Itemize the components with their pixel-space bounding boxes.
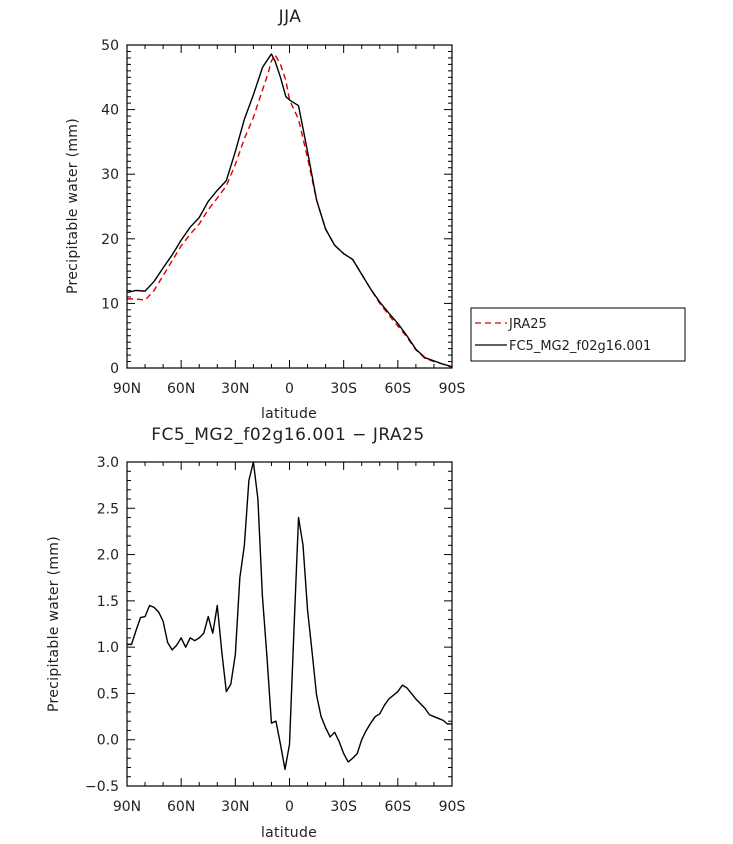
x-tick-label: 30N <box>221 381 249 397</box>
y-tick-label: 10 <box>101 296 119 312</box>
x-tick-label: 60S <box>384 799 411 815</box>
x-tick-label: 90N <box>113 799 141 815</box>
series-line <box>127 53 453 369</box>
bottom-chart-title: FC5_MG2_f02g16.001 − JRA25 <box>151 425 424 445</box>
top-x-tick-labels: 90N 60N 30N 0 30S 60S 90S <box>113 381 466 397</box>
bottom-panel: FC5_MG2_f02g16.001 − JRA25 90N 60N 30N 0 30S… <box>46 425 465 841</box>
legend-label-model: FC5_MG2_f02g16.001 <box>509 339 651 354</box>
y-tick-label: 0 <box>110 361 119 377</box>
bottom-x-tick-labels: 90N 60N 30N 0 30S 60S 90S <box>113 799 466 815</box>
y-tick-label: 1.0 <box>97 640 119 656</box>
top-chart-title: JJA <box>278 7 302 27</box>
y-tick-label: 50 <box>101 38 119 54</box>
y-tick-label: 2.5 <box>97 501 119 517</box>
y-tick-label: 30 <box>101 167 119 183</box>
series-line <box>126 53 453 368</box>
x-tick-label: 30S <box>330 799 357 815</box>
y-tick-label: −0.5 <box>85 779 119 795</box>
bottom-plot-frame <box>126 461 453 787</box>
top-x-axis-label: latitude <box>261 406 317 422</box>
x-tick-label: 30N <box>221 799 249 815</box>
x-tick-label: 60N <box>167 799 195 815</box>
legend: JRA25 FC5_MG2_f02g16.001 <box>470 307 686 362</box>
y-tick-label: 20 <box>101 232 119 248</box>
legend-label-jra25: JRA25 <box>508 317 547 332</box>
top-y-axis-label: Precipitable water (mm) <box>65 118 81 294</box>
bottom-axis-ticks <box>126 461 453 787</box>
y-tick-label: 0.5 <box>97 686 119 702</box>
top-axis-ticks <box>126 44 453 369</box>
top-y-tick-labels: 0 10 20 30 40 50 <box>101 38 119 377</box>
y-tick-label: 2.0 <box>97 548 119 564</box>
bottom-x-axis-label: latitude <box>261 825 317 841</box>
x-tick-label: 90S <box>439 799 466 815</box>
series-line <box>127 461 452 771</box>
x-tick-label: 0 <box>285 381 294 397</box>
y-tick-label: 1.5 <box>97 594 119 610</box>
x-tick-label: 0 <box>285 799 294 815</box>
bottom-y-tick-labels: −0.5 0.0 0.5 1.0 1.5 2.0 2.5 3.0 <box>85 455 119 795</box>
top-plot-frame <box>126 44 453 369</box>
x-tick-label: 30S <box>330 381 357 397</box>
legend-box <box>470 307 686 362</box>
x-tick-label: 90S <box>439 381 466 397</box>
y-tick-label: 3.0 <box>97 455 119 471</box>
top-panel: JJA 90N 60N 30N 0 30S 60S 90S 0 10 20 30 40 50 lati… <box>65 7 686 422</box>
bottom-y-axis-label: Precipitable water (mm) <box>46 536 62 712</box>
x-tick-label: 60N <box>167 381 195 397</box>
y-tick-label: 0.0 <box>97 733 119 749</box>
x-tick-label: 90N <box>113 381 141 397</box>
top-series-lines <box>126 53 453 369</box>
x-tick-label: 60S <box>384 381 411 397</box>
y-tick-label: 40 <box>101 103 119 119</box>
bottom-series-lines <box>127 461 452 771</box>
